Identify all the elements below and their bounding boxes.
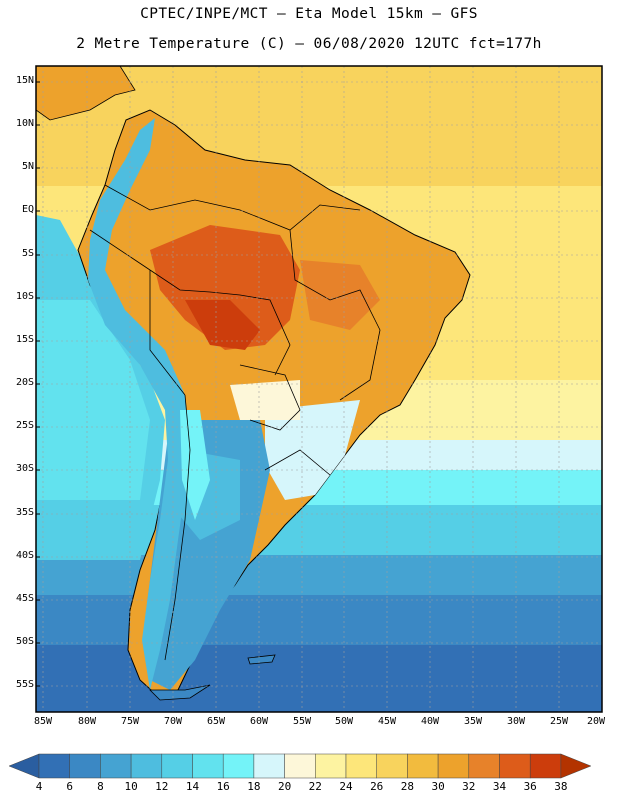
colorbar-tick-label: 18 (247, 780, 261, 793)
central-america (36, 66, 136, 121)
lon-label: 45W (377, 716, 397, 727)
pacific-band-16 (36, 300, 150, 500)
colorbar-swatch (100, 753, 132, 779)
colorbar-tick-label: 30 (431, 780, 445, 793)
bolivia-chile-border (149, 270, 186, 396)
colorbar-swatch (38, 753, 70, 779)
lat-label: 15N (15, 75, 34, 86)
lon-label: 75W (120, 716, 140, 727)
colorbar-tick-label: 16 (216, 780, 230, 793)
ocean-band-10 (36, 555, 602, 600)
chart-title-line2: 2 Metre Temperature (C) – 06/08/2020 12U… (76, 36, 542, 52)
colorbar-tick-label: 32 (462, 780, 476, 793)
lat-label: 25S (15, 420, 34, 431)
lon-label: 60W (249, 716, 269, 727)
lat-label: 10N (15, 118, 34, 129)
lat-label: 55S (15, 679, 34, 690)
lon-label: 50W (334, 716, 354, 727)
falkland-islands (247, 654, 276, 665)
map-fill (36, 66, 602, 712)
peru-bolivia-border (89, 229, 291, 376)
colorbar-swatch (192, 753, 224, 779)
map-frame (35, 65, 603, 713)
tierra-del-fuego (149, 684, 211, 701)
colorbar-swatch (499, 753, 531, 779)
andes-cordillera (88, 118, 190, 690)
colorbar-tick-label: 8 (97, 780, 104, 793)
colorbar-swatch (529, 753, 562, 779)
colorbar-tick-label: 4 (35, 780, 43, 793)
colorbar-tick-label: 14 (185, 780, 200, 793)
northern-border (104, 184, 361, 231)
colorbar-swatch (253, 753, 285, 779)
colorbar-tick-label: 12 (155, 780, 169, 793)
axis-ticks (36, 81, 40, 687)
colorbar-swatch (437, 753, 470, 779)
colorbar-swatch (468, 753, 500, 779)
lon-label: 35W (463, 716, 483, 727)
lat-label: 35S (15, 507, 34, 518)
lat-label: 15S (15, 334, 34, 345)
lat-label: 30S (15, 463, 34, 474)
lon-label: 25W (549, 716, 569, 727)
colorbar-tick-label: 38 (554, 780, 568, 793)
lat-label: EQ (21, 204, 34, 215)
lat-label: 10S (15, 291, 34, 302)
colorbar-tick-label: 36 (523, 780, 537, 793)
country-borders (89, 184, 381, 661)
paraguay-border (239, 364, 301, 431)
lon-label: 55W (292, 716, 312, 727)
chile-argentina-border (164, 394, 191, 661)
colorbar-swatch (560, 753, 592, 779)
lon-label: 20W (586, 716, 606, 727)
colorbar-swatch (69, 753, 101, 779)
colorbar-tick-label: 34 (492, 780, 507, 793)
colorbar-tick-label: 20 (277, 780, 292, 793)
parana-mild (230, 380, 300, 420)
ocean-band-6 (36, 645, 602, 712)
colorbar-swatch (345, 753, 377, 779)
lat-label: 5N (21, 161, 34, 172)
colorbar-swatch (407, 753, 439, 779)
brazil-states (289, 229, 381, 401)
colorbar-swatch (8, 753, 40, 779)
chaco-hot-core (185, 300, 260, 350)
colorbar-swatch (130, 753, 163, 779)
lon-label: 80W (77, 716, 97, 727)
colorbar-tick-label: 10 (124, 780, 138, 793)
lat-label: 50S (15, 636, 34, 647)
lon-label: 85W (33, 716, 53, 727)
chart-title-line1: CPTEC/INPE/MCT – Eta Model 15km – GFS (140, 6, 478, 22)
colorbar-tick-label: 22 (308, 780, 322, 793)
colorbar-tick-label: 24 (339, 780, 353, 793)
amazon-hot-core (150, 225, 300, 350)
colorbar (8, 753, 592, 779)
lat-label: 20S (15, 377, 34, 388)
uruguay-border (264, 449, 331, 476)
colorbar-tick-label: 26 (370, 780, 384, 793)
lon-label: 30W (506, 716, 526, 727)
lat-label: 5S (21, 248, 34, 259)
andes-snow (180, 410, 210, 520)
colorbar-tick-label: 6 (66, 780, 73, 793)
ocean-band-8 (36, 595, 602, 650)
graticule (36, 66, 602, 712)
brazil-central-hot (300, 260, 380, 330)
lat-label: 45S (15, 593, 34, 604)
lon-label: 65W (206, 716, 226, 727)
colorbar-swatch (222, 753, 255, 779)
lat-label: 40S (15, 550, 34, 561)
colorbar-swatch (161, 753, 193, 779)
lon-label: 70W (163, 716, 183, 727)
colorbar-swatch (284, 753, 316, 779)
lon-label: 40W (420, 716, 440, 727)
colorbar-swatch (376, 753, 408, 779)
colorbar-tick-label: 28 (400, 780, 415, 793)
colorbar-swatch (315, 753, 347, 779)
southern-brazil-cool (265, 400, 360, 500)
